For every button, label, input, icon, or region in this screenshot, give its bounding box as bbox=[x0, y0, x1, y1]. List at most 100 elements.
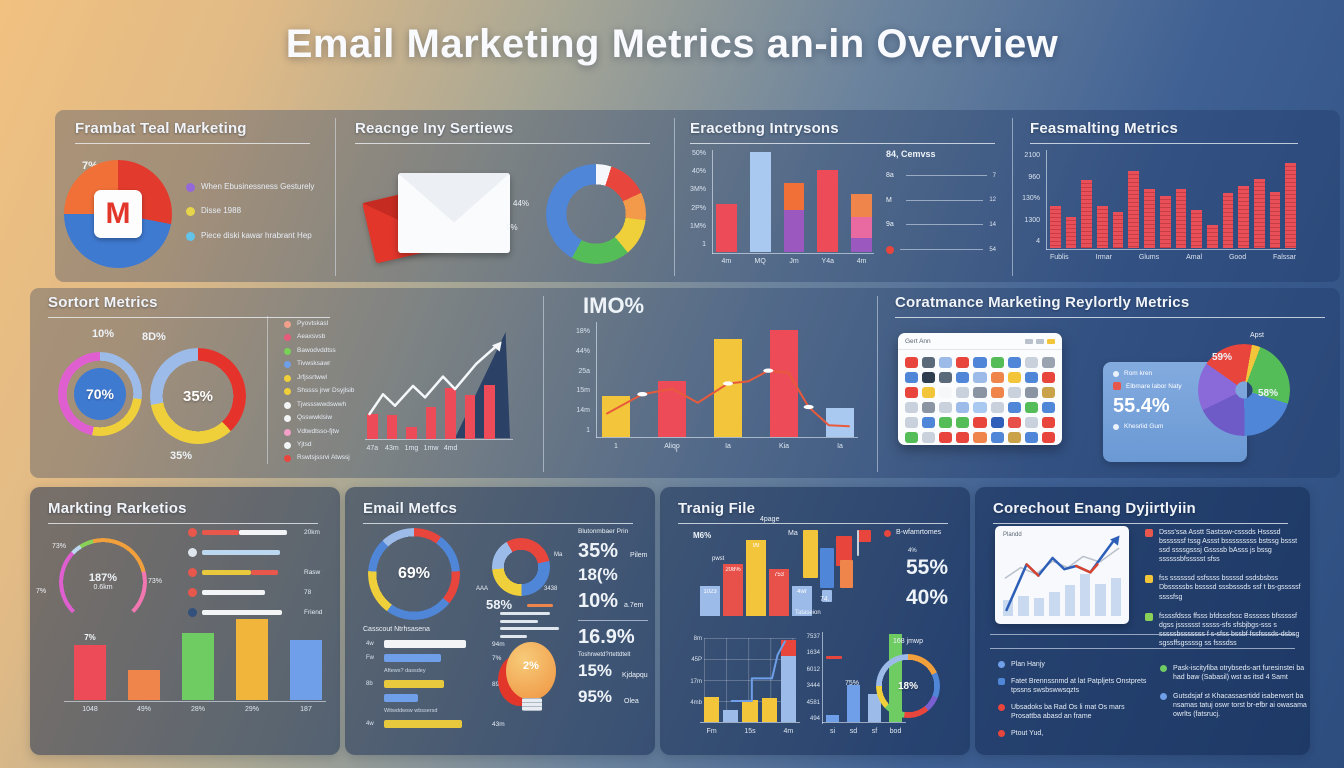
imo-xaxis bbox=[596, 437, 858, 438]
divider bbox=[1012, 118, 1013, 276]
stat-35: 35% bbox=[578, 540, 619, 562]
panel1-title: Frambat Teal Marketing bbox=[75, 120, 310, 144]
app-icon-grid bbox=[898, 350, 1062, 450]
card4-title: Corechout Enang Dyjirtlyiin bbox=[993, 500, 1288, 524]
line-chart-card: Plandd bbox=[995, 526, 1129, 624]
stat-card-line3: Khesrlid Gum bbox=[1124, 423, 1164, 430]
stat-card-line1: Rom kren bbox=[1124, 370, 1153, 377]
card1-xaxis bbox=[64, 701, 326, 702]
panel4-yaxis-ticks: 2100 960 130% 1300 4 bbox=[1022, 152, 1040, 245]
panel2-label-5: 5% bbox=[506, 223, 518, 232]
card3-4pct: 4% bbox=[908, 548, 917, 554]
cluster-label-top: Ma bbox=[788, 530, 798, 537]
browser-mockup: Gert Ann bbox=[898, 333, 1062, 445]
white-envelope-icon bbox=[398, 173, 510, 253]
panel4-xaxis bbox=[1046, 249, 1296, 250]
pie-top-label: Apst bbox=[1250, 332, 1265, 339]
browser-titlebar: Gert Ann bbox=[898, 333, 1062, 350]
card3-m6-label: M6% bbox=[693, 531, 712, 540]
trend-xaxis bbox=[365, 439, 513, 440]
donut35-bottom-label: 35% bbox=[170, 450, 193, 462]
stats-caption-2: Toshrwetd?rtettdtelt bbox=[578, 652, 631, 658]
stat-15: 15% bbox=[578, 661, 613, 680]
card3-title: Tranig File bbox=[678, 500, 948, 524]
red-square-icon bbox=[1113, 382, 1121, 390]
divider bbox=[543, 296, 544, 472]
trend-line bbox=[365, 335, 515, 439]
panel4-xaxis-labels: Fublis Irmar Glums Amal Good Falssar bbox=[1050, 254, 1296, 261]
panel1-legend: When Ebusinessness Gesturely Disse 1988 Pi… bbox=[186, 182, 326, 241]
card3-annotation-1: 4page bbox=[760, 516, 780, 523]
panel4-title: Feasmalting Metrics bbox=[1030, 120, 1298, 144]
step-chart-ticks: 8m 45P 17m 4mb bbox=[690, 636, 702, 706]
gmail-share-donut: M bbox=[64, 160, 172, 268]
card3-40pct: 40% bbox=[906, 586, 949, 609]
sortort-title: Sortort Metrics bbox=[48, 294, 330, 318]
services-donut-chart bbox=[546, 164, 646, 264]
stat-58: 58% bbox=[486, 597, 513, 612]
imo-sub-label: i bbox=[676, 447, 678, 454]
progress-bar-list: 20km Rasw 78 Friend bbox=[188, 528, 326, 617]
labeled-bar-chart: 1023 208% 99 753 4wr bbox=[700, 540, 812, 616]
email-hbar-chart: 4w 94m Fw 7% Aftews? dassdey 8b 89 Witwddwsw wb… bbox=[366, 640, 505, 728]
card4-legend: Dsss'ssa Asstt Sastssw-csssds Hssssd bss… bbox=[1145, 528, 1305, 648]
donut70-top-label: 10% bbox=[92, 328, 115, 340]
bullet-dot-icon bbox=[1113, 370, 1119, 377]
divider bbox=[335, 118, 336, 276]
stats-caption-1: Blutonmbaer Prin bbox=[578, 528, 629, 535]
stat-10: 10% bbox=[578, 590, 619, 612]
donut18-top-label: 168 jmwp bbox=[893, 638, 923, 645]
imo-line-chart bbox=[602, 330, 854, 437]
donut-70: 70% bbox=[58, 352, 142, 436]
metrics-chart-ticks: 7537 1634 6012 3444 4581 494 bbox=[806, 634, 820, 722]
panel3-title: Eracetbng Intrysons bbox=[690, 120, 995, 144]
donut35-top-label: 8D% bbox=[142, 331, 166, 343]
maximize-icon bbox=[1036, 338, 1044, 344]
text-lines-graphic bbox=[500, 604, 618, 638]
page-title: Email Marketing Metrics an-in Overview bbox=[285, 22, 1059, 66]
close-icon bbox=[1047, 338, 1055, 344]
imo-yaxis-ticks: 18% 44% 25a 15m 14m 1 bbox=[575, 328, 590, 434]
stat-card-value: 55.4% bbox=[1113, 395, 1170, 417]
mini-donut-label-right: Ma bbox=[554, 552, 563, 558]
mini-donut-label-bottom: 3438 bbox=[544, 586, 558, 592]
metrics-yaxis bbox=[822, 632, 823, 724]
card2-title: Email Metfcs bbox=[363, 500, 633, 524]
stat-18: 18(% bbox=[578, 565, 618, 584]
card3-annotation-2: pwst bbox=[712, 556, 725, 562]
card3-legend-text: B-wfamrtomes bbox=[896, 529, 942, 536]
circle-icon bbox=[1113, 423, 1119, 430]
card4-divider-1 bbox=[990, 634, 1295, 635]
panel4-yaxis bbox=[1046, 150, 1047, 250]
blue-red-trend-line bbox=[1003, 532, 1124, 614]
panel2-title: Reacnge Iny Sertiews bbox=[355, 120, 650, 144]
card4-divider-2 bbox=[990, 648, 1295, 649]
imo-title: IMO% bbox=[583, 293, 645, 318]
gauge-center: 187% 0.6km bbox=[88, 571, 118, 591]
trend-bar-chart: 47a 43m 1mg 1mw 4md bbox=[366, 385, 496, 452]
stat-169: 16.9% bbox=[578, 626, 635, 648]
panel2-label-44: 44% bbox=[513, 199, 530, 208]
email-donut-69: 69% bbox=[368, 528, 460, 620]
mini-donut-chart bbox=[492, 538, 550, 596]
pie-slice-label-59: 59% bbox=[1212, 352, 1233, 363]
divider bbox=[877, 296, 878, 472]
panel3-xaxis bbox=[712, 253, 874, 254]
minimize-icon bbox=[1025, 338, 1033, 344]
gmail-logo-icon: M bbox=[94, 190, 142, 238]
stat-10-label: a.7em bbox=[624, 602, 644, 609]
stat-95: 95% bbox=[578, 687, 613, 706]
performance-pie-chart bbox=[1198, 344, 1290, 436]
panel3-yaxis-ticks: 50% 40% 3M% 2P% 1M% 1 bbox=[690, 150, 706, 248]
panel3-value-list: 8a 7 M 12 9a 14 54 bbox=[886, 172, 996, 254]
card1-title: Markting Rarketios bbox=[48, 500, 318, 524]
card4-bullets-left: Plan Hanjy Fatet Brennssnmd at lat Patplj… bbox=[998, 660, 1148, 739]
red-marker-dash bbox=[824, 634, 902, 722]
lightbulb-icon: 2% bbox=[498, 642, 560, 728]
divider bbox=[267, 316, 268, 464]
stats-divider bbox=[578, 620, 648, 621]
card3-55pct: 55% bbox=[906, 556, 949, 579]
imo-yaxis bbox=[596, 322, 597, 438]
marketing-bar-chart: 7% 1048 49% 28% 29% 187 bbox=[74, 612, 322, 713]
donut18-left-label: 75% bbox=[845, 680, 860, 687]
